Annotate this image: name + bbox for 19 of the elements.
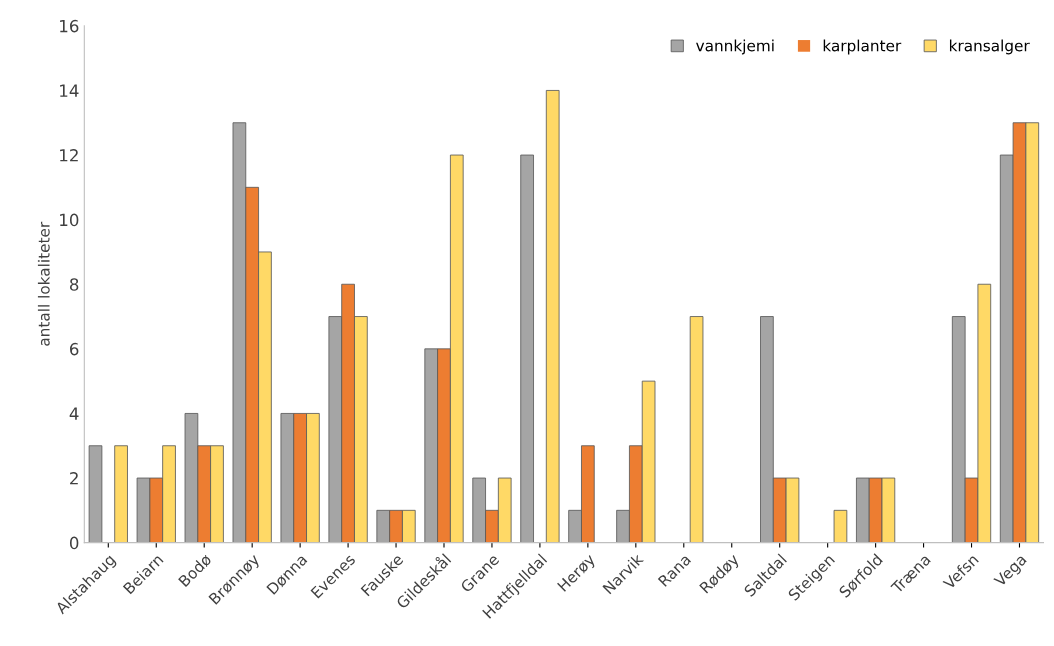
y-tick-label: 4 bbox=[69, 407, 79, 420]
y-axis-title: antall lokaliteter bbox=[37, 221, 50, 346]
bar bbox=[88, 445, 103, 543]
bar bbox=[520, 154, 534, 543]
y-tick-label: 10 bbox=[60, 213, 79, 227]
bar bbox=[545, 90, 560, 543]
y-tick-label: 2 bbox=[70, 472, 78, 485]
legend-label: kransalger bbox=[949, 39, 1030, 55]
y-tick-label: 6 bbox=[70, 342, 79, 356]
bar bbox=[114, 445, 128, 543]
y-tick-label: 12 bbox=[60, 149, 78, 162]
legend-label: vannkjemi bbox=[696, 39, 774, 55]
bar bbox=[689, 316, 704, 543]
y-tick-label: 0 bbox=[69, 536, 79, 550]
y-tick-label: 16 bbox=[60, 19, 79, 33]
legend-label: karplanter bbox=[823, 39, 902, 55]
y-tick-label: 14 bbox=[60, 84, 79, 97]
y-tick-label: 8 bbox=[69, 278, 79, 291]
bar bbox=[833, 509, 848, 543]
